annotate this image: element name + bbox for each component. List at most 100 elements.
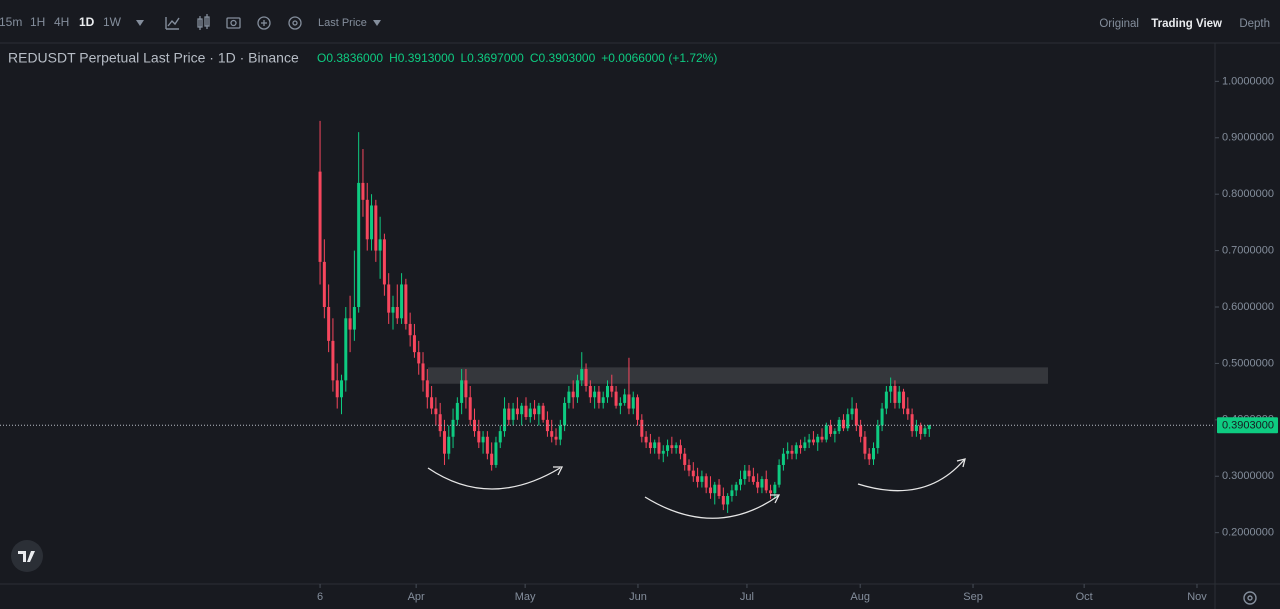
ohlc-legend: O0.3836000 H0.3913000 L0.3697000 C0.3903000… bbox=[317, 51, 717, 65]
candle-body bbox=[515, 408, 519, 415]
x-tick-label: May bbox=[515, 591, 536, 603]
x-tick-label: Oct bbox=[1076, 591, 1093, 603]
ohlc-legend-item: O0.3836000 bbox=[317, 51, 383, 65]
candle-body bbox=[391, 307, 395, 313]
indicator-icon[interactable] bbox=[165, 17, 180, 30]
candle-body bbox=[902, 391, 906, 409]
x-tick-label: Aug bbox=[850, 591, 870, 603]
candle-body bbox=[520, 405, 524, 415]
candle-body bbox=[417, 352, 421, 364]
view-tab[interactable]: Depth bbox=[1239, 18, 1270, 30]
candle-body bbox=[704, 476, 708, 488]
x-tick-label: Jun bbox=[629, 591, 647, 603]
candle-body bbox=[327, 307, 331, 341]
candle-body bbox=[927, 425, 931, 430]
candle-body bbox=[498, 431, 502, 443]
interval[interactable]: 15m bbox=[0, 15, 22, 29]
candle-body bbox=[442, 431, 446, 454]
candle-body bbox=[854, 408, 858, 426]
candle-body bbox=[584, 369, 588, 386]
candle-body bbox=[824, 425, 828, 440]
candle-body bbox=[348, 318, 352, 330]
candle-body bbox=[425, 380, 429, 398]
candle-body bbox=[833, 431, 837, 434]
candle-body bbox=[756, 481, 760, 488]
price-mode[interactable]: Last Price bbox=[318, 17, 367, 29]
candle-body bbox=[597, 391, 601, 403]
candle-body bbox=[580, 369, 584, 381]
dropdown-icon[interactable] bbox=[373, 20, 381, 26]
y-tick-label: 0.3000000 bbox=[1222, 470, 1274, 482]
settings-icon[interactable] bbox=[288, 16, 302, 30]
candle-body bbox=[738, 479, 742, 485]
arrow-head bbox=[553, 466, 564, 476]
candle-body bbox=[507, 408, 511, 420]
arc-annotation bbox=[857, 459, 965, 492]
candle-body bbox=[503, 408, 507, 432]
candle-body bbox=[661, 450, 665, 454]
x-tick-label: Apr bbox=[408, 591, 425, 603]
candle-body bbox=[790, 450, 794, 454]
view-tab[interactable]: Original bbox=[1099, 18, 1139, 30]
view-tab-active[interactable]: Trading View bbox=[1151, 18, 1222, 30]
candle-body bbox=[670, 445, 674, 449]
candle-body bbox=[554, 436, 558, 440]
candle-body bbox=[550, 431, 554, 437]
interval[interactable]: 1W bbox=[103, 15, 122, 29]
interval-active[interactable]: 1D bbox=[79, 15, 95, 29]
add-icon[interactable] bbox=[257, 16, 271, 30]
interval[interactable]: 4H bbox=[54, 15, 69, 29]
y-tick-label: 1.0000000 bbox=[1222, 75, 1274, 87]
candle-body bbox=[601, 397, 605, 403]
y-tick-label: 0.7000000 bbox=[1222, 245, 1274, 257]
last-price-tag bbox=[1217, 417, 1278, 434]
candle-body bbox=[923, 428, 927, 434]
candle-body bbox=[537, 405, 541, 415]
candle-body bbox=[691, 470, 695, 477]
candle-body bbox=[378, 239, 382, 251]
candle-body bbox=[807, 439, 811, 443]
candle-body bbox=[477, 431, 481, 443]
candle-body bbox=[747, 470, 751, 477]
dropdown-icon[interactable] bbox=[136, 20, 144, 26]
candle-body bbox=[773, 484, 777, 494]
candle-body bbox=[910, 414, 914, 432]
interval[interactable]: 1H bbox=[30, 15, 45, 29]
candle-body bbox=[460, 380, 464, 403]
candle-body bbox=[841, 419, 845, 429]
candle-body bbox=[404, 284, 408, 324]
chart-type-icon[interactable] bbox=[197, 14, 210, 30]
candle-body bbox=[764, 479, 768, 491]
y-tick-label: 0.8000000 bbox=[1222, 188, 1274, 200]
screenshot-icon[interactable] bbox=[226, 17, 241, 29]
candle-body bbox=[627, 394, 631, 409]
x-tick-label: Jul bbox=[740, 591, 754, 603]
candle-body bbox=[528, 408, 532, 418]
candle-body bbox=[575, 380, 579, 398]
candle-body bbox=[884, 391, 888, 409]
x-tick-label: Nov bbox=[1187, 591, 1207, 603]
candle-body bbox=[657, 442, 661, 454]
candle-body bbox=[511, 408, 515, 420]
candle-body bbox=[331, 340, 335, 381]
tradingview-logo bbox=[11, 540, 43, 572]
candle-body bbox=[906, 408, 910, 415]
candle-body bbox=[683, 453, 687, 465]
candle-body bbox=[743, 470, 747, 480]
plot: 0.3903000 bbox=[0, 120, 1278, 513]
arrow-head bbox=[770, 494, 781, 504]
candle-body bbox=[786, 450, 790, 454]
candle-body bbox=[374, 205, 378, 251]
candle-body bbox=[545, 419, 549, 432]
candle-body bbox=[678, 445, 682, 454]
candle-body bbox=[876, 425, 880, 449]
candle-body bbox=[541, 405, 545, 420]
candle-body bbox=[781, 453, 785, 465]
candle-body bbox=[811, 439, 815, 443]
candle-body bbox=[700, 476, 704, 482]
candle-body bbox=[666, 445, 670, 451]
candle-body bbox=[644, 436, 648, 443]
candle-body bbox=[769, 490, 773, 494]
candle-body bbox=[708, 487, 712, 494]
axis-settings-icon[interactable] bbox=[1243, 591, 1257, 605]
